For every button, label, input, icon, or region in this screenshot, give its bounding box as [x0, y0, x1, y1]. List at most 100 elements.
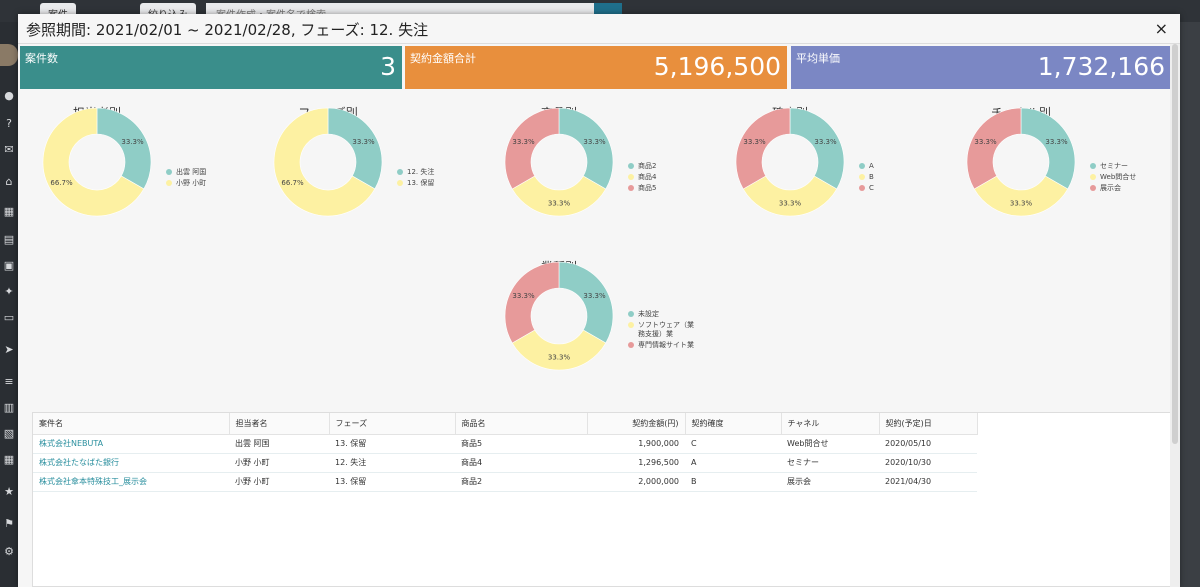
modal-scrollbar[interactable]: [1170, 44, 1180, 587]
kpi-contract-total: 契約金額合計 5,196,500: [405, 46, 787, 89]
donut-chart: 33.3% 33.3% 33.3%: [735, 107, 845, 217]
table-row[interactable]: 株式会社傘本特殊技工_展示会 小野 小町 13. 保留 商品2 2,000,000 B 展示…: [33, 472, 977, 492]
legend-item[interactable]: B: [859, 173, 919, 184]
deal-name-link[interactable]: 株式会社たなばた銀行: [33, 453, 229, 473]
donut-chart: 33.3% 66.7%: [42, 107, 152, 217]
col-deal-name[interactable]: 案件名: [33, 413, 230, 435]
table-cell: 2,000,000: [587, 472, 685, 492]
donut-slice[interactable]: [558, 107, 614, 190]
summary-modal: 参照期間: 2021/02/01 ~ 2021/02/28, フェーズ: 12.…: [18, 14, 1180, 587]
close-button[interactable]: ×: [1154, 19, 1168, 38]
run-icon[interactable]: ✦: [4, 285, 14, 298]
legend-item[interactable]: 出雲 阿国: [166, 168, 226, 179]
donut-slice[interactable]: [96, 107, 152, 190]
star-icon[interactable]: ★: [4, 485, 14, 498]
col-amount[interactable]: 契約金額(円): [587, 413, 686, 435]
donut-slice[interactable]: [789, 107, 845, 190]
col-probability[interactable]: 契約確度: [685, 413, 782, 435]
legend-item[interactable]: A: [859, 162, 919, 173]
kpi-average-price: 平均単価 1,732,166: [791, 46, 1171, 89]
left-sidebar: ● ? ✉ ⌂ ▦ ▤ ▣ ✦ ▭ ➤ ≡ ▥ ▧ ▦ ★ ⚑ ⚙: [0, 22, 18, 587]
chart-legend: 未設定 ソフトウェア（業務支援）業専門情報サイト業: [628, 310, 696, 352]
table-cell: A: [685, 453, 781, 473]
donut-slice[interactable]: [735, 107, 791, 190]
legend-item[interactable]: 専門情報サイト業: [628, 341, 696, 352]
help-icon[interactable]: ?: [6, 117, 12, 130]
legend-item[interactable]: 12. 失注: [397, 168, 457, 179]
legend-dot-icon: [628, 311, 634, 317]
gear-icon[interactable]: ⚙: [4, 545, 14, 558]
building-icon[interactable]: ▦: [3, 205, 15, 218]
legend-item[interactable]: ソフトウェア（業務支援）業: [628, 321, 696, 341]
donut-slice[interactable]: [966, 107, 1022, 190]
donut-slice[interactable]: [504, 261, 560, 344]
report-icon[interactable]: ▥: [3, 401, 15, 414]
donut-slice[interactable]: [511, 175, 607, 217]
legend-item[interactable]: 展示会: [1090, 184, 1150, 195]
donut-slice[interactable]: [273, 107, 376, 217]
slice-label: 33.3%: [1045, 138, 1068, 146]
legend-item[interactable]: C: [859, 184, 919, 195]
briefcase-icon[interactable]: ▣: [3, 259, 15, 272]
mail-icon[interactable]: ✉: [4, 143, 14, 156]
card-icon[interactable]: ▭: [3, 311, 15, 324]
legend-item[interactable]: 小野 小町: [166, 179, 226, 190]
legend-item[interactable]: 商品2: [628, 162, 688, 173]
legend-label: Web問合せ: [1100, 173, 1137, 181]
kpi-value: 1,732,166: [1037, 52, 1165, 81]
deal-name-link[interactable]: 株式会社NEBUTA: [33, 434, 229, 454]
scrollbar-thumb[interactable]: [1172, 44, 1178, 444]
table-row[interactable]: 株式会社たなばた銀行 小野 小町 12. 失注 商品4 1,296,500 A セミナー 20…: [33, 453, 977, 473]
donut-slice[interactable]: [327, 107, 383, 190]
legend-item[interactable]: 商品4: [628, 173, 688, 184]
donut-slice[interactable]: [1020, 107, 1076, 190]
table-cell: 2021/04/30: [879, 472, 977, 492]
legend-label: C: [869, 184, 874, 192]
grid-icon[interactable]: ▤: [3, 233, 15, 246]
table-cell: 13. 保留: [329, 434, 455, 454]
legend-dot-icon: [628, 174, 634, 180]
legend-dot-icon: [628, 322, 634, 328]
table-cell: 出雲 阿国: [229, 434, 329, 454]
legend-label: A: [869, 162, 874, 170]
donut-slice[interactable]: [504, 107, 560, 190]
deal-name-link[interactable]: 株式会社傘本特殊技工_展示会: [33, 472, 229, 492]
bell-icon[interactable]: ●: [4, 89, 14, 102]
avatar[interactable]: [0, 44, 18, 66]
col-product[interactable]: 商品名: [455, 413, 588, 435]
send-icon[interactable]: ➤: [4, 343, 14, 356]
flag-icon[interactable]: ⚑: [4, 517, 14, 530]
kpi-label: 案件数: [25, 52, 58, 65]
table-cell: 商品4: [455, 453, 587, 473]
table-header-row: 案件名 担当者名 フェーズ 商品名 契約金額(円) 契約確度 チャネル 契約(予…: [33, 413, 978, 435]
calc-icon[interactable]: ▧: [3, 427, 15, 440]
kpi-deal-count: 案件数 3: [20, 46, 402, 89]
legend-item[interactable]: Web問合せ: [1090, 173, 1150, 184]
col-phase[interactable]: フェーズ: [329, 413, 456, 435]
donut-slice[interactable]: [42, 107, 145, 217]
legend-dot-icon: [859, 185, 865, 191]
col-date[interactable]: 契約(予定)日: [879, 413, 978, 435]
slice-label: 66.7%: [50, 179, 73, 187]
donut-slice[interactable]: [511, 329, 607, 371]
table-cell: セミナー: [781, 453, 879, 473]
legend-label: 商品5: [638, 184, 657, 192]
legend-item[interactable]: 未設定: [628, 310, 696, 321]
modal-header: 参照期間: 2021/02/01 ~ 2021/02/28, フェーズ: 12.…: [18, 14, 1180, 44]
legend-item[interactable]: 13. 保留: [397, 179, 457, 190]
legend-item[interactable]: 商品5: [628, 184, 688, 195]
deals-table: 案件名 担当者名 フェーズ 商品名 契約金額(円) 契約確度 チャネル 契約(予…: [32, 412, 1172, 587]
col-owner[interactable]: 担当者名: [229, 413, 330, 435]
donut-slice[interactable]: [973, 175, 1069, 217]
table-row[interactable]: 株式会社NEBUTA 出雲 阿国 13. 保留 商品5 1,900,000 C Web問合せ…: [33, 434, 977, 454]
home-icon[interactable]: ⌂: [5, 175, 13, 188]
col-channel[interactable]: チャネル: [781, 413, 880, 435]
kpi-label: 契約金額合計: [410, 52, 476, 65]
list-icon[interactable]: ≡: [4, 375, 14, 388]
legend-item[interactable]: セミナー: [1090, 162, 1150, 173]
donut-slice[interactable]: [742, 175, 838, 217]
table-icon[interactable]: ▦: [3, 453, 15, 466]
legend-label: ソフトウェア（業務支援）業: [638, 321, 694, 338]
table-cell: 2020/10/30: [879, 453, 977, 473]
donut-slice[interactable]: [558, 261, 614, 344]
